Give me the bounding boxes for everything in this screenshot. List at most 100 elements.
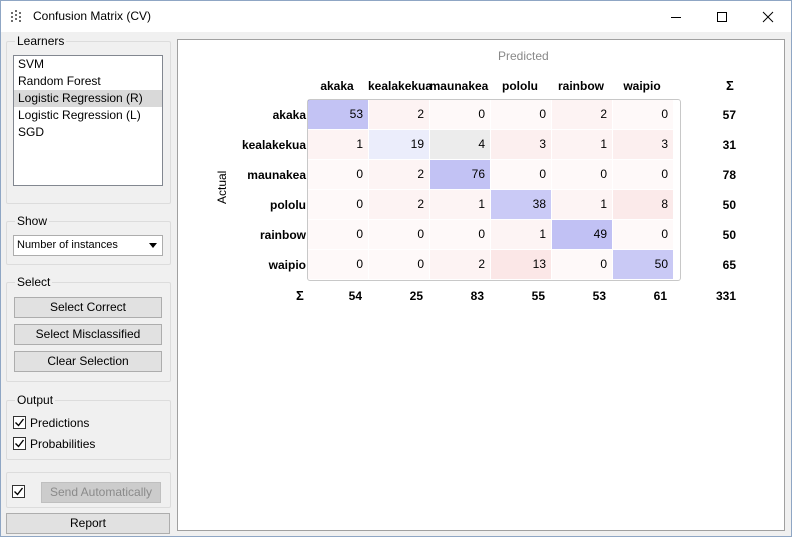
matrix-cell-pololu-pololu[interactable]: 38 [491,190,551,219]
maximize-button[interactable] [699,1,745,32]
predicted-axis-label: Predicted [498,49,549,63]
probabilities-label: Probabilities [30,437,96,451]
col-header-kealakekua[interactable]: kealakekua [368,79,433,93]
predictions-checkbox[interactable] [13,416,26,429]
matrix-cell-pololu-kealakekua[interactable]: 2 [369,190,429,219]
minimize-button[interactable] [653,1,699,32]
minimize-icon [671,16,681,18]
matrix-cell-maunakea-rainbow[interactable]: 0 [552,160,612,189]
output-group: Output [6,393,171,460]
matrix-cell-kealakekua-kealakekua[interactable]: 19 [369,130,429,159]
matrix-cell-waipio-rainbow[interactable]: 0 [552,250,612,279]
row-sum: 57 [722,108,736,122]
confusion-matrix-view: Predicted Actual akaka kealakekua maunakea… [177,39,785,531]
close-button[interactable] [745,1,791,32]
matrix-cell-akaka-kealakekua[interactable]: 2 [369,100,429,129]
checkmark-icon [15,418,25,427]
probabilities-checkbox[interactable] [13,437,26,450]
predictions-label: Predictions [30,416,90,430]
col-header-pololu[interactable]: pololu [502,79,538,93]
matrix-cell-maunakea-waipio[interactable]: 0 [613,160,673,189]
matrix-cell-maunakea-akaka[interactable]: 0 [308,160,368,189]
row-sum: 31 [722,138,736,152]
row-header-waipio[interactable]: waipio [268,258,306,272]
matrix-cell-kealakekua-pololu[interactable]: 3 [491,130,551,159]
learner-item-logistic-regression-r[interactable]: Logistic Regression (R) [14,90,162,107]
select-group: Select [6,275,171,382]
learners-group-title: Learners [15,34,67,48]
matrix-cell-rainbow-waipio[interactable]: 0 [613,220,673,249]
matrix-cell-maunakea-maunakea[interactable]: 76 [430,160,490,189]
close-icon [762,11,774,22]
row-sum: 50 [722,198,736,212]
matrix-cell-kealakekua-akaka[interactable]: 1 [308,130,368,159]
total-sum: 331 [715,289,736,303]
control-area: Learners SVM Random Forest Logistic Regr… [1,32,175,536]
matrix-cell-maunakea-pololu[interactable]: 0 [491,160,551,189]
matrix-cell-kealakekua-maunakea[interactable]: 4 [430,130,490,159]
matrix-cell-pololu-waipio[interactable]: 8 [613,190,673,219]
row-header-pololu[interactable]: pololu [270,198,306,212]
show-dropdown[interactable]: Number of instances [13,235,163,256]
col-header-akaka[interactable]: akaka [320,79,354,93]
matrix-cell-waipio-waipio[interactable]: 50 [613,250,673,279]
checkmark-icon [15,439,25,448]
select-correct-button[interactable]: Select Correct [14,297,162,318]
row-sum: 50 [722,228,736,242]
matrix-cell-akaka-akaka[interactable]: 53 [308,100,368,129]
output-group-title: Output [15,393,56,407]
clear-selection-button[interactable]: Clear Selection [14,351,162,372]
report-button[interactable]: Report [6,513,170,534]
matrix-cell-waipio-pololu[interactable]: 13 [491,250,551,279]
show-group-title: Show [15,214,50,228]
matrix-cell-akaka-waipio[interactable]: 0 [613,100,673,129]
checkmark-icon [14,487,24,496]
matrix-cell-rainbow-akaka[interactable]: 0 [308,220,368,249]
matrix-cell-kealakekua-rainbow[interactable]: 1 [552,130,612,159]
matrix-cell-rainbow-maunakea[interactable]: 0 [430,220,490,249]
maximize-icon [717,11,727,22]
col-sum: 54 [348,289,362,303]
col-sum: 25 [409,289,423,303]
learner-item-sgd[interactable]: SGD [18,125,45,139]
select-misclassified-button[interactable]: Select Misclassified [14,324,162,345]
matrix-cell-akaka-pololu[interactable]: 0 [491,100,551,129]
matrix-cell-pololu-rainbow[interactable]: 1 [552,190,612,219]
matrix-cell-pololu-akaka[interactable]: 0 [308,190,368,219]
row-header-maunakea[interactable]: maunakea [247,168,306,182]
matrix-cell-maunakea-kealakekua[interactable]: 2 [369,160,429,189]
matrix-cell-rainbow-kealakekua[interactable]: 0 [369,220,429,249]
row-header-akaka[interactable]: akaka [272,108,306,122]
matrix-cell-pololu-maunakea[interactable]: 1 [430,190,490,219]
learner-item-logistic-regression-l[interactable]: Logistic Regression (L) [18,108,141,122]
col-header-rainbow[interactable]: rainbow [557,79,604,93]
chevron-down-icon [149,243,157,248]
learner-item-svm[interactable]: SVM [18,57,45,71]
send-automatically-checkbox[interactable] [12,485,25,498]
row-header-rainbow[interactable]: rainbow [259,228,306,242]
window-title: Confusion Matrix (CV) [33,9,152,23]
matrix-cell-akaka-maunakea[interactable]: 0 [430,100,490,129]
learners-list[interactable]: SVM Random Forest Logistic Regression (R… [13,55,163,186]
matrix-cell-waipio-akaka[interactable]: 0 [308,250,368,279]
matrix-cell-waipio-maunakea[interactable]: 2 [430,250,490,279]
matrix-cell-akaka-rainbow[interactable]: 2 [552,100,612,129]
matrix-cell-rainbow-rainbow[interactable]: 49 [552,220,612,249]
row-header-kealakekua[interactable]: kealakekua [241,138,306,152]
matrix-cell-rainbow-pololu[interactable]: 1 [491,220,551,249]
send-automatically-button[interactable]: Send Automatically [41,482,161,503]
col-sum: 83 [470,289,484,303]
col-header-waipio[interactable]: waipio [623,79,661,93]
col-sum: 61 [653,289,667,303]
matrix-cell-kealakekua-waipio[interactable]: 3 [613,130,673,159]
send-group [6,472,171,508]
show-dropdown-value: Number of instances [17,239,118,251]
row-sum-header: Σ [726,78,734,93]
matrix-cell-waipio-kealakekua[interactable]: 0 [369,250,429,279]
learners-group: Learners [6,34,171,204]
row-sum: 65 [722,258,736,272]
learner-item-random-forest[interactable]: Random Forest [18,74,101,88]
row-sum: 78 [722,168,736,182]
col-header-maunakea[interactable]: maunakea [429,79,489,93]
